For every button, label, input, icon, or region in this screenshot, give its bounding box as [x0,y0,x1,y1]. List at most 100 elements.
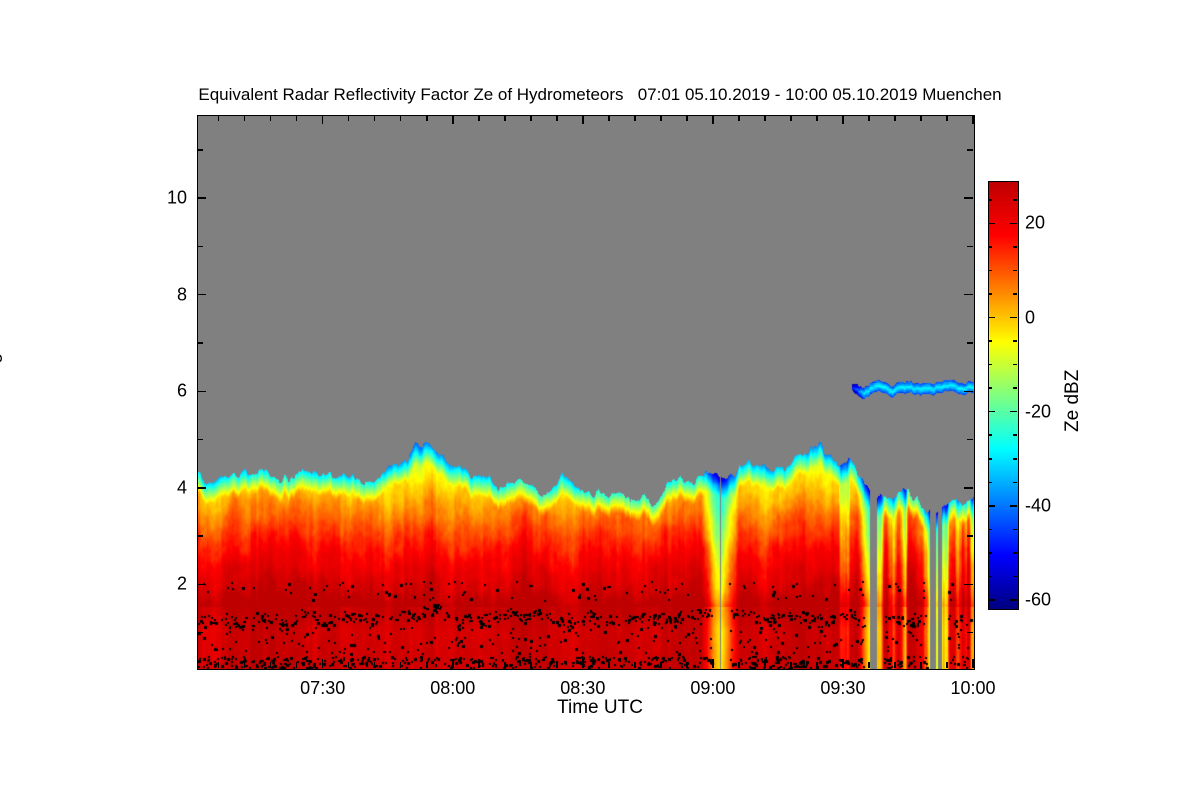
y-tick-label: 6 [176,380,187,401]
y-axis-tick [197,535,203,537]
x-tick-label: 07:30 [300,678,346,698]
colorbar-tick [988,387,992,389]
colorbar-tick [988,293,992,295]
colorbar-tick [1013,552,1017,554]
colorbar-tick [1013,575,1017,578]
x-axis-tick [816,115,818,121]
colorbar-tick-label: -40 [1025,495,1052,516]
x-axis-tick [920,115,922,121]
colorbar-tick [988,505,995,507]
x-axis-tick [920,662,922,668]
y-tick-label: 2 [176,573,187,594]
x-axis-tick [738,662,740,668]
y-tick-label: 10 [166,187,187,208]
y-axis-title: Height AGL km [0,264,3,392]
colorbar-tick [1013,458,1017,460]
colorbar-tick [1010,316,1017,319]
colorbar-tick [988,434,992,436]
y-axis-tick [964,487,973,489]
y-axis-tick [964,583,973,586]
x-axis-tick [217,115,220,121]
x-axis-tick [504,115,506,121]
y-axis-tick [197,293,206,296]
x-axis-tick [530,115,532,121]
colorbar-tick [988,222,995,225]
x-axis-tick [634,115,636,121]
colorbar-tick [1013,481,1017,484]
colorbar-tick [988,575,992,578]
x-axis-tick [582,115,584,124]
y-axis-tick [967,535,973,537]
colorbar-tick [1013,434,1017,436]
colorbar-tick [988,246,992,248]
x-axis-tick [686,115,688,121]
x-axis-tick [399,115,402,121]
y-axis-tick [197,149,203,151]
x-tick-label: 09:00 [690,678,736,698]
colorbar-tick [1010,505,1017,507]
colorbar-tick [988,481,992,484]
colorbar-tick [1010,222,1017,225]
y-axis-tick [197,342,203,344]
x-axis-tick [634,662,636,668]
x-tick-label: 10:00 [950,678,996,698]
x-axis-tick [790,115,792,121]
x-axis-tick [842,659,844,668]
y-axis-tick [967,149,973,151]
colorbar-tick [1013,293,1017,295]
x-axis-tick [243,662,246,668]
y-tick-label: 4 [176,477,187,498]
colorbar-tick [1013,363,1017,366]
colorbar-tick [1013,387,1017,389]
colorbar-tick [1010,599,1017,601]
x-axis-tick [712,115,714,124]
x-axis-tick [426,115,428,121]
x-axis-tick [712,659,714,668]
x-axis-tick [686,662,688,668]
x-axis-tick [868,662,870,668]
x-axis-tick [868,115,870,121]
x-axis-tick [946,662,948,668]
x-axis-tick [608,115,610,121]
y-axis-tick [967,438,973,441]
x-axis-tick [972,115,974,124]
y-axis-tick [967,342,973,344]
colorbar-tick [1010,410,1017,413]
x-axis-tick [738,115,740,121]
x-axis-tick [478,115,480,121]
x-axis-tick [816,662,818,668]
y-axis-tick [964,197,973,199]
colorbar-tick [1013,199,1017,201]
x-axis-tick [530,662,532,668]
y-axis-tick [967,245,973,248]
x-axis-tick [295,662,298,668]
x-axis-tick [295,115,298,121]
colorbar-tick [1013,340,1017,342]
y-axis-tick [197,390,206,392]
colorbar-tick-label: 20 [1025,212,1046,233]
colorbar-tick [1013,246,1017,248]
colorbar-tick-label: 0 [1025,307,1036,328]
x-axis-tick [217,662,220,668]
x-axis-tick [556,115,558,121]
y-axis-tick [197,631,203,634]
x-axis-tick [556,662,558,668]
x-tick-label: 08:00 [430,678,476,698]
colorbar-title: Ze dBZ [1062,369,1083,432]
x-axis-tick [842,115,844,124]
x-axis-tick [347,115,350,121]
y-axis-tick [197,487,206,489]
x-axis-tick [452,659,454,668]
y-axis-tick [967,631,973,634]
x-axis-tick [321,659,324,668]
y-tick-label: 8 [176,284,187,305]
colorbar-tick [988,316,995,319]
colorbar [988,181,1019,610]
x-axis-tick [478,662,480,668]
x-axis-tick [426,662,428,668]
colorbar-tick [988,199,992,201]
x-axis-title: Time UTC [557,697,643,718]
reflectivity-heatmap [198,116,974,669]
colorbar-tick [1013,269,1017,272]
